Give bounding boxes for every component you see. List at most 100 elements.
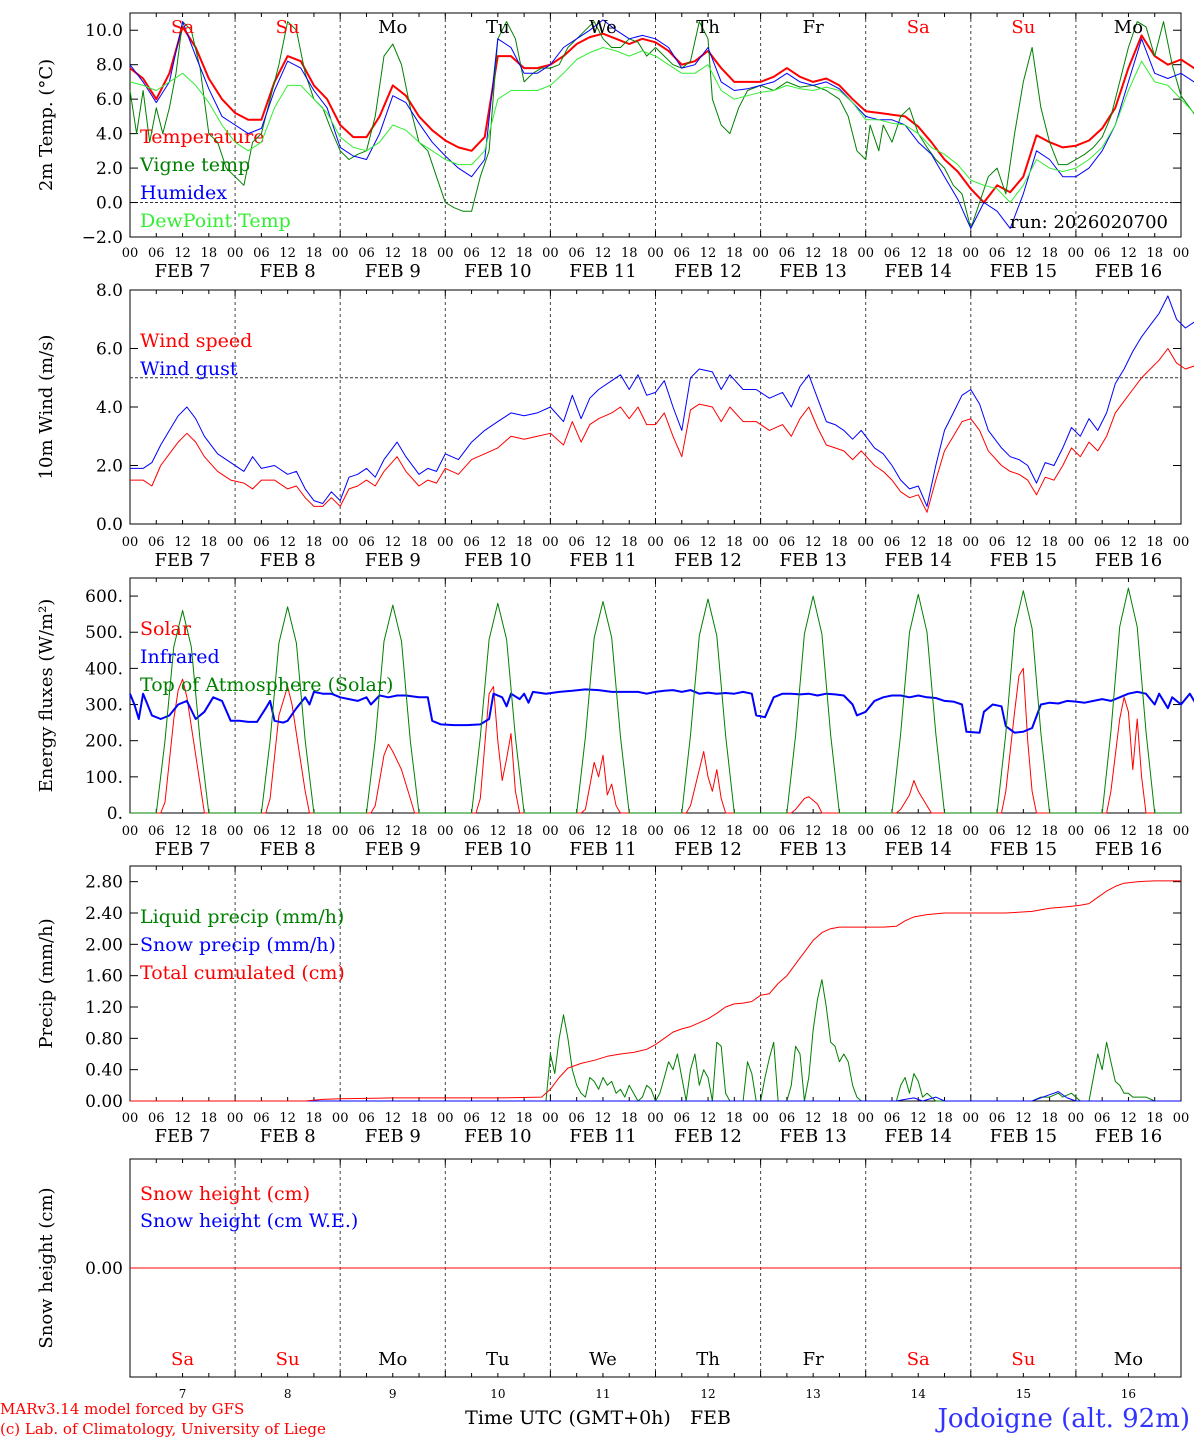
hour-tick-label: 06	[148, 535, 165, 550]
hour-tick-label: 18	[726, 1111, 743, 1126]
hour-tick-label: 12	[384, 824, 401, 839]
hour-tick-label: 18	[1146, 824, 1163, 839]
hour-tick-label: 00	[963, 1111, 980, 1126]
hour-tick-label: 18	[936, 535, 953, 550]
day-label: FEB 15	[990, 261, 1057, 282]
y-tick-label: 1.20	[85, 998, 123, 1018]
hour-tick-label: 06	[1094, 246, 1111, 261]
day-label: FEB 14	[885, 261, 952, 282]
hour-tick-label: 06	[1094, 1111, 1111, 1126]
date-label: 15	[1016, 1387, 1031, 1401]
hour-tick-label: 12	[1015, 535, 1032, 550]
hour-tick-label: 12	[1015, 246, 1032, 261]
y-tick-label: 0.00	[85, 1259, 123, 1279]
hour-tick-label: 00	[122, 535, 139, 550]
x-axis-label: Time UTC (GMT+0h)	[465, 1407, 671, 1429]
series-line-solar	[130, 667, 1181, 814]
day-label: FEB 9	[365, 550, 421, 571]
hour-tick-label: 18	[621, 1111, 638, 1126]
y-tick-label: 2.40	[85, 904, 123, 924]
series-line-humidex	[129, 19, 1194, 229]
hour-tick-label: 12	[805, 1111, 822, 1126]
hour-tick-label: 18	[831, 1111, 848, 1126]
y-tick-label: 0.	[107, 804, 123, 824]
hour-tick-label: 00	[332, 535, 349, 550]
legend-entry: Snow precip (mm/h)	[140, 934, 336, 956]
day-label: FEB 7	[155, 1126, 211, 1147]
hour-tick-label: 06	[674, 824, 691, 839]
hour-tick-label: 00	[542, 1111, 559, 1126]
hour-tick-label: 12	[174, 535, 191, 550]
month-label: FEB	[690, 1407, 731, 1429]
hour-tick-label: 06	[253, 824, 270, 839]
plot-frame-temperature	[129, 12, 1182, 238]
legend-entry: Wind gust	[140, 358, 238, 380]
hour-tick-label: 12	[1120, 1111, 1137, 1126]
hour-tick-label: 12	[910, 1111, 927, 1126]
day-label: FEB 10	[464, 550, 531, 571]
hour-tick-label: 06	[358, 824, 375, 839]
y-tick-label: 8.0	[96, 281, 123, 301]
hour-tick-label: 18	[411, 246, 428, 261]
hour-tick-label: 18	[201, 1111, 218, 1126]
hour-tick-label: 12	[490, 246, 507, 261]
hour-tick-label: 18	[936, 824, 953, 839]
day-label: FEB 10	[464, 1126, 531, 1147]
hour-tick-label: 18	[1041, 246, 1058, 261]
hour-tick-label: 18	[621, 535, 638, 550]
y-tick-label: 100.	[85, 768, 123, 788]
hour-tick-label: 06	[358, 246, 375, 261]
y-tick-label: 10.0	[85, 21, 123, 41]
hour-tick-label: 18	[726, 824, 743, 839]
hour-tick-label: 06	[779, 535, 796, 550]
hour-tick-label: 12	[174, 246, 191, 261]
hour-tick-label: 12	[805, 535, 822, 550]
hour-tick-label: 12	[700, 1111, 717, 1126]
hour-tick-label: 06	[568, 535, 585, 550]
hour-tick-label: 00	[1173, 535, 1190, 550]
weekday-label: Mo	[1114, 17, 1143, 38]
date-label: 10	[490, 1387, 505, 1401]
hour-tick-label: 12	[595, 535, 612, 550]
weekday-label: Tu	[486, 17, 510, 38]
day-label: FEB 12	[674, 1126, 741, 1147]
y-axis-label: Snow height (cm)	[36, 1187, 57, 1348]
series-line-vigne-temp	[129, 21, 1194, 229]
day-label: FEB 10	[464, 839, 531, 860]
weekday-label: Sa	[907, 17, 930, 38]
hour-tick-label: 00	[1173, 1111, 1190, 1126]
y-tick-label: 2.00	[85, 935, 123, 955]
hour-tick-label: 12	[700, 246, 717, 261]
hour-tick-label: 18	[306, 1111, 323, 1126]
hour-tick-label: 18	[1041, 1111, 1058, 1126]
hour-tick-label: 06	[148, 824, 165, 839]
hour-tick-label: 00	[963, 535, 980, 550]
y-tick-label: 4.0	[96, 125, 123, 145]
weekday-label: Mo	[378, 17, 407, 38]
legend-entry: Snow height (cm W.E.)	[140, 1210, 358, 1232]
day-label: FEB 14	[885, 839, 952, 860]
y-tick-label: 0.0	[96, 194, 123, 214]
y-axis-label: Energy fluxes (W/m²)	[36, 599, 57, 793]
hour-tick-label: 12	[910, 824, 927, 839]
weekday-label: Su	[276, 17, 300, 38]
hour-tick-label: 18	[516, 535, 533, 550]
day-label: FEB 9	[365, 261, 421, 282]
hour-tick-label: 00	[647, 246, 664, 261]
hour-tick-label: 12	[910, 535, 927, 550]
hour-tick-label: 00	[332, 246, 349, 261]
day-label: FEB 13	[779, 839, 846, 860]
hour-tick-label: 00	[437, 246, 454, 261]
hour-tick-label: 06	[463, 246, 480, 261]
hour-tick-label: 00	[332, 824, 349, 839]
day-label: FEB 9	[365, 1126, 421, 1147]
day-label: FEB 14	[885, 1126, 952, 1147]
day-label: FEB 12	[674, 261, 741, 282]
hour-tick-label: 00	[1068, 535, 1085, 550]
day-label: FEB 14	[885, 550, 952, 571]
hour-tick-label: 12	[1015, 1111, 1032, 1126]
weekday-label: Fr	[803, 17, 824, 38]
hour-tick-label: 18	[1146, 535, 1163, 550]
hour-tick-label: 06	[568, 1111, 585, 1126]
legend-entry: Snow height (cm)	[140, 1183, 310, 1205]
